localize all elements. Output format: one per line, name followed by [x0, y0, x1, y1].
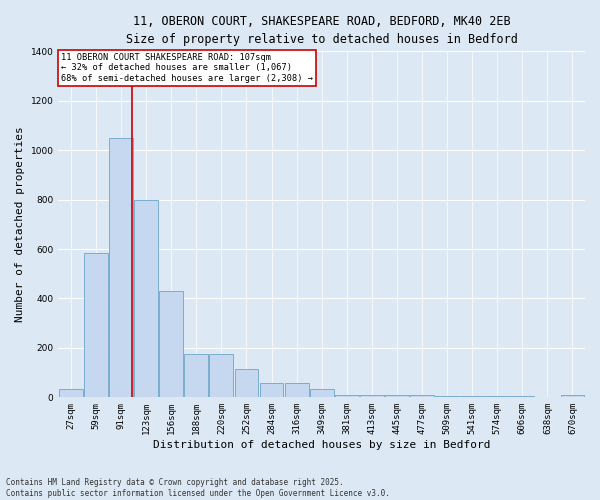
Text: 11 OBERON COURT SHAKESPEARE ROAD: 107sqm
← 32% of detached houses are smaller (1: 11 OBERON COURT SHAKESPEARE ROAD: 107sqm…: [61, 53, 313, 83]
Title: 11, OBERON COURT, SHAKESPEARE ROAD, BEDFORD, MK40 2EB
Size of property relative : 11, OBERON COURT, SHAKESPEARE ROAD, BEDF…: [126, 15, 518, 46]
Bar: [235, 369, 259, 398]
Bar: [59, 388, 83, 398]
Bar: [134, 200, 158, 398]
Bar: [335, 395, 359, 398]
Bar: [410, 395, 434, 398]
Bar: [360, 395, 384, 398]
Bar: [209, 354, 233, 398]
Bar: [385, 395, 409, 398]
Bar: [485, 396, 509, 398]
Y-axis label: Number of detached properties: Number of detached properties: [15, 126, 25, 322]
X-axis label: Distribution of detached houses by size in Bedford: Distribution of detached houses by size …: [153, 440, 490, 450]
Bar: [511, 396, 534, 398]
Bar: [435, 396, 459, 398]
Bar: [285, 382, 308, 398]
Bar: [109, 138, 133, 398]
Bar: [160, 291, 183, 398]
Bar: [184, 354, 208, 398]
Bar: [84, 253, 108, 398]
Bar: [560, 396, 584, 398]
Bar: [310, 388, 334, 398]
Text: Contains HM Land Registry data © Crown copyright and database right 2025.
Contai: Contains HM Land Registry data © Crown c…: [6, 478, 390, 498]
Bar: [460, 396, 484, 398]
Bar: [260, 382, 283, 398]
